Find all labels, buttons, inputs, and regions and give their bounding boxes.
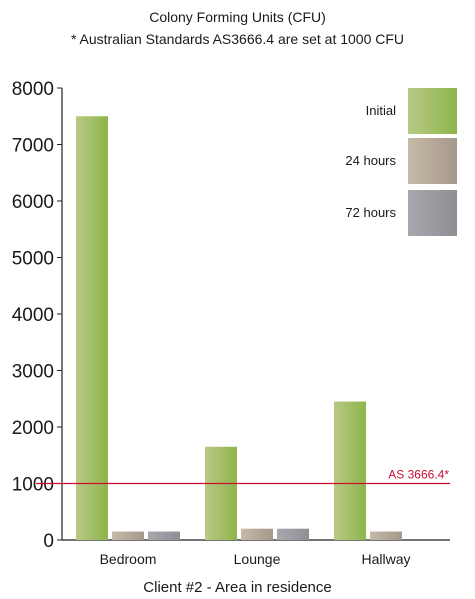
y-tick-label: 7000 <box>12 136 54 157</box>
chart-subtitle: * Australian Standards AS3666.4 are set … <box>70 31 405 47</box>
x-axis: Bedroom Lounge Hallway <box>62 539 450 567</box>
legend-label: 24 hours <box>345 153 396 168</box>
y-tick-label: 8000 <box>12 79 54 100</box>
y-axis: 0 1000 2000 3000 4000 5000 6000 7000 8000 <box>12 79 63 552</box>
y-tick-label: 4000 <box>12 305 54 326</box>
bar-bedroom-24-hours <box>112 531 144 540</box>
bar-bedroom-72-hours <box>148 531 180 540</box>
bar-lounge-24-hours <box>241 528 273 540</box>
y-tick-label: 2000 <box>12 418 54 439</box>
x-tick-label: Bedroom <box>100 551 157 567</box>
legend-label: 72 hours <box>345 205 396 220</box>
x-tick-label: Hallway <box>361 551 410 567</box>
y-tick-label: 5000 <box>12 249 54 270</box>
bar-bedroom-initial <box>76 116 108 540</box>
legend-swatch-initial <box>408 88 457 134</box>
y-tick-label: 3000 <box>12 362 54 383</box>
y-tick-label: 1000 <box>12 475 54 496</box>
legend-label: Initial <box>366 103 396 118</box>
bars <box>76 116 402 540</box>
y-tick-label: 6000 <box>12 192 54 213</box>
bar-hallway-initial <box>334 401 366 540</box>
legend: Initial 24 hours 72 hours <box>345 88 457 236</box>
x-axis-label: Client #2 - Area in residence <box>143 579 332 596</box>
chart-title: Colony Forming Units (CFU) <box>149 9 326 25</box>
reference-line: AS 3666.4* <box>36 468 450 485</box>
legend-swatch-72-hours <box>408 190 457 236</box>
bar-lounge-initial <box>205 446 237 540</box>
y-tick-label: 0 <box>43 531 54 552</box>
legend-swatch-24-hours <box>408 138 457 184</box>
reference-line-label: AS 3666.4* <box>388 468 449 482</box>
bar-lounge-72-hours <box>277 528 309 540</box>
bar-hallway-24-hours <box>370 531 402 540</box>
x-tick-label: Lounge <box>234 551 281 567</box>
